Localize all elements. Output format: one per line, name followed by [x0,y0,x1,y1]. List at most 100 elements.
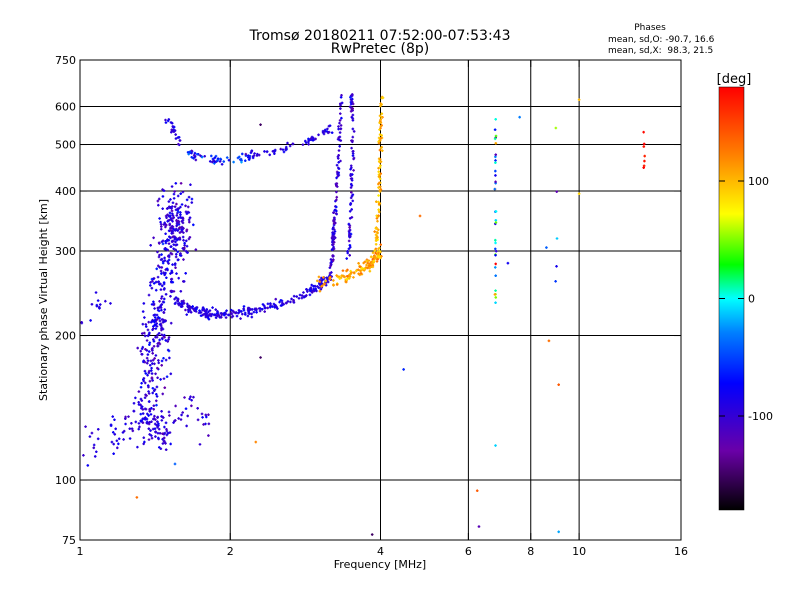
echo-point [158,217,161,220]
echo-point [374,233,378,237]
echo-point [577,192,581,195]
echo-point [195,307,198,311]
echo-point [246,314,250,318]
echo-point [377,255,381,259]
echo-point [207,314,211,317]
echo-point [96,427,100,431]
echo-point [348,253,351,257]
echo-point [351,113,355,117]
echo-point [263,310,267,313]
colorbar: [deg] 100 0 -100 [717,72,773,511]
echo-point [351,100,354,104]
echo-point [182,280,186,283]
echo-point [337,125,340,128]
echo-point [187,211,191,214]
echo-point [174,419,177,422]
echo-point [642,164,646,168]
echo-point [207,310,210,314]
echo-point [332,216,336,220]
echo-point [154,435,157,438]
echo-point [177,276,180,280]
echo-point [252,310,256,314]
echo-point [202,423,205,426]
echo-point [217,314,220,317]
echo-point [96,299,100,302]
y-tick-label: 300 [55,245,76,258]
echo-point [323,282,326,286]
echo-point [176,297,180,301]
echo-point [350,177,354,180]
echo-point [142,359,146,363]
echo-point [317,275,321,279]
echo-point [159,447,163,451]
echo-point [163,221,166,225]
echo-point [341,274,345,278]
echo-point [122,429,126,433]
echo-point [199,154,202,157]
echo-point [214,316,218,319]
echo-point [207,422,211,426]
echo-point [146,328,150,332]
echo-point [376,219,379,223]
echo-point [92,443,96,447]
echo-point [494,117,497,121]
echo-point [137,422,141,425]
echo-point [147,438,151,441]
echo-point [174,404,177,408]
echo-point [143,381,147,385]
echo-point [377,160,381,163]
echo-point [160,359,164,363]
echo-point [147,422,151,426]
x-tick-label: 8 [527,545,534,558]
echo-point [380,134,383,137]
echo-point [166,431,170,435]
echo-point [314,137,317,141]
echo-point [374,242,378,246]
echo-point [174,227,178,231]
echo-point [163,273,167,276]
echo-point [332,243,335,246]
echo-point [161,261,165,265]
echo-point [188,220,191,224]
echo-point [295,295,299,298]
echo-point [371,265,375,269]
echo-point [180,299,184,303]
echo-point [128,437,132,440]
echo-point [164,223,168,227]
echo-point [156,420,159,423]
echo-point [157,361,161,365]
echo-point [167,410,171,414]
echo-point [494,180,497,184]
echo-point [160,272,163,275]
echo-point [161,442,165,445]
echo-point [380,112,384,116]
echo-point [211,306,214,309]
echo-point [159,220,162,224]
echo-point [177,258,180,261]
echo-point [493,187,497,191]
echo-point [84,425,87,428]
echo-point [279,299,283,302]
echo-point [348,209,352,213]
echo-point [643,154,646,158]
echo-point [169,245,173,248]
echo-point [218,315,221,319]
echo-point [207,413,210,417]
echo-point [377,208,380,211]
echo-point [325,276,329,280]
echo-point [555,237,559,240]
echo-point [350,216,354,219]
echo-point [137,403,141,406]
echo-point [281,301,284,305]
echo-point [225,156,229,159]
echo-point [577,98,581,101]
echo-point [145,349,149,352]
echo-point [185,239,188,243]
echo-point [263,150,266,153]
colorbar-tick-label: 0 [748,293,755,306]
echo-point [261,303,265,306]
echo-point [146,353,150,356]
echo-point [88,435,92,438]
echo-point [332,226,335,229]
echo-point [179,418,183,421]
